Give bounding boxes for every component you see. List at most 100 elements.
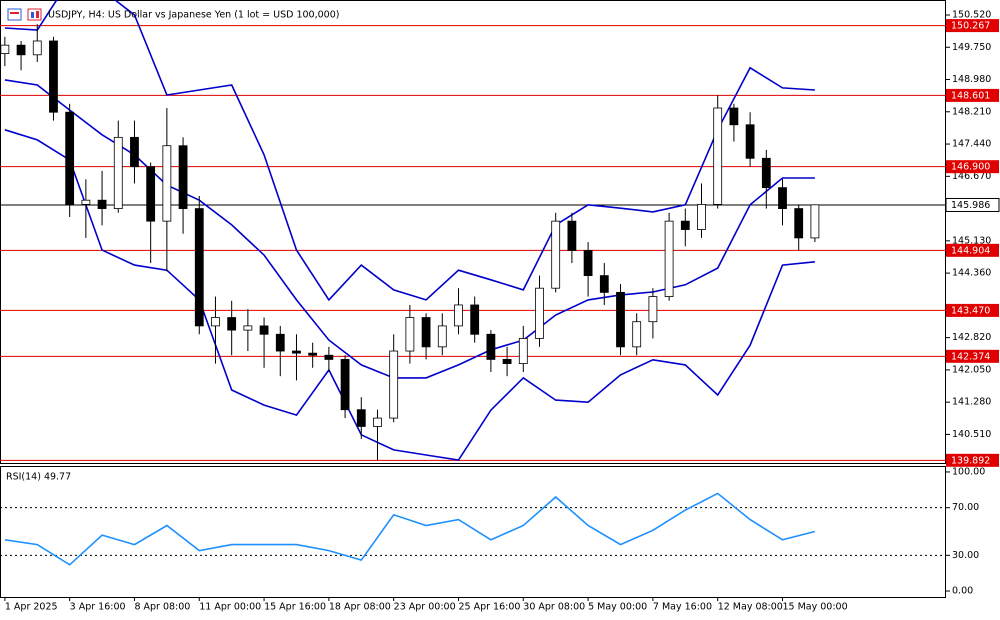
x-tick-label: 15 May 00:00 — [783, 602, 848, 613]
x-tick-label: 12 May 08:00 — [718, 602, 783, 613]
candle-body — [130, 136, 139, 168]
candle-body — [567, 220, 577, 251]
candle-body — [486, 333, 496, 360]
candle-body — [794, 208, 804, 239]
x-tick-label: 18 Apr 08:00 — [329, 602, 391, 613]
main-frame — [0, 0, 946, 464]
level-label: 150.267 — [951, 21, 990, 32]
candle-body — [243, 325, 253, 331]
y-tick-label: 142.820 — [952, 332, 991, 343]
candle-body — [324, 354, 334, 360]
candle-body — [778, 187, 787, 209]
level-label: 143.470 — [951, 305, 990, 316]
y-tick-label: 141.280 — [952, 397, 991, 408]
candle-body — [340, 359, 350, 411]
candle-body — [227, 317, 237, 331]
x-tick-label: 3 Apr 16:00 — [70, 602, 126, 613]
x-tick-label: 5 May 00:00 — [588, 602, 647, 613]
candle-body — [146, 166, 156, 222]
x-tick-label: 7 May 16:00 — [653, 602, 712, 613]
candle-body — [502, 359, 512, 365]
symbol-icons — [7, 8, 42, 21]
candle-body — [616, 291, 625, 348]
candle-body — [405, 317, 415, 352]
y-tick-label: 0.00 — [952, 586, 973, 597]
y-tick-label: 147.440 — [952, 139, 991, 150]
candle-body — [551, 220, 561, 289]
candle-body — [211, 317, 220, 327]
candle-body — [275, 333, 285, 352]
candle-body — [0, 44, 10, 54]
series-line — [4, 0, 815, 302]
y-tick-label: 148.210 — [952, 106, 991, 117]
y-tick-label: 146.670 — [952, 171, 991, 182]
candle-body — [421, 317, 431, 348]
x-tick-label: 11 Apr 00:00 — [199, 602, 261, 613]
y-tick-label: 142.050 — [952, 364, 991, 375]
x-tick-label: 8 Apr 08:00 — [134, 602, 190, 613]
level-label: 146.900 — [951, 162, 990, 173]
y-tick-label: 148.980 — [952, 74, 991, 85]
candle-body — [518, 338, 528, 365]
candle-body — [16, 44, 26, 56]
y-tick-label: 150.520 — [952, 10, 991, 21]
candle-body — [113, 136, 123, 209]
candle-body — [65, 111, 75, 205]
level-label-box — [946, 160, 999, 174]
level-label: 139.892 — [951, 455, 990, 466]
candle-body — [729, 107, 739, 126]
level-label: 148.601 — [951, 90, 990, 101]
level-label: 144.904 — [951, 245, 990, 256]
candle-body — [470, 304, 480, 335]
candle-body — [535, 287, 544, 339]
level-label-box — [946, 303, 999, 317]
candle-body — [454, 304, 463, 327]
candle-body — [680, 220, 690, 230]
level-label-box — [946, 19, 999, 33]
level-label-box — [946, 453, 999, 467]
candle-body — [162, 145, 172, 222]
y-tick-label: 145.130 — [952, 235, 991, 246]
level-label-box — [946, 243, 999, 257]
x-tick-label: 1 Apr 2025 — [5, 602, 58, 613]
rsi-title: RSI(14) 49.77 — [6, 472, 71, 483]
level-label-box — [946, 349, 999, 363]
candle-body — [292, 350, 301, 354]
y-tick-label: 140.510 — [952, 429, 991, 440]
y-tick-label: 144.360 — [952, 268, 991, 279]
candle-body — [664, 220, 674, 297]
x-tick-label: 15 Apr 16:00 — [264, 602, 326, 613]
series-line — [4, 79, 815, 379]
series-line — [4, 129, 815, 461]
candle-body — [697, 203, 706, 230]
candle-body — [713, 107, 723, 205]
series-line — [4, 492, 816, 566]
rsi-frame — [0, 466, 946, 598]
candle-body — [81, 199, 91, 205]
candle-body — [32, 40, 42, 56]
candle-body — [356, 409, 366, 427]
candle-body — [745, 124, 755, 159]
y-tick-label: 100.00 — [952, 466, 985, 477]
candle-body — [373, 417, 382, 427]
candle-body — [308, 352, 318, 356]
level-label: 142.374 — [951, 351, 990, 362]
x-tick-label: 25 Apr 16:00 — [458, 602, 520, 613]
candle-body — [194, 208, 204, 327]
chart-title: USDJPY, H4: US Dollar vs Japanese Yen (1… — [48, 10, 339, 21]
candle-body — [437, 325, 447, 348]
y-tick-label: 149.750 — [952, 42, 991, 53]
x-tick-label: 30 Apr 08:00 — [523, 602, 585, 613]
candle-body — [49, 40, 58, 113]
candle-body — [583, 250, 593, 277]
candle-body — [761, 157, 771, 189]
level-label-box — [946, 88, 999, 102]
candle-body — [599, 275, 609, 293]
candle-body — [810, 204, 820, 239]
candle-body — [632, 321, 642, 348]
x-tick-label: 23 Apr 00:00 — [394, 602, 456, 613]
candle-body — [178, 145, 188, 209]
last-price-box — [945, 197, 1000, 212]
